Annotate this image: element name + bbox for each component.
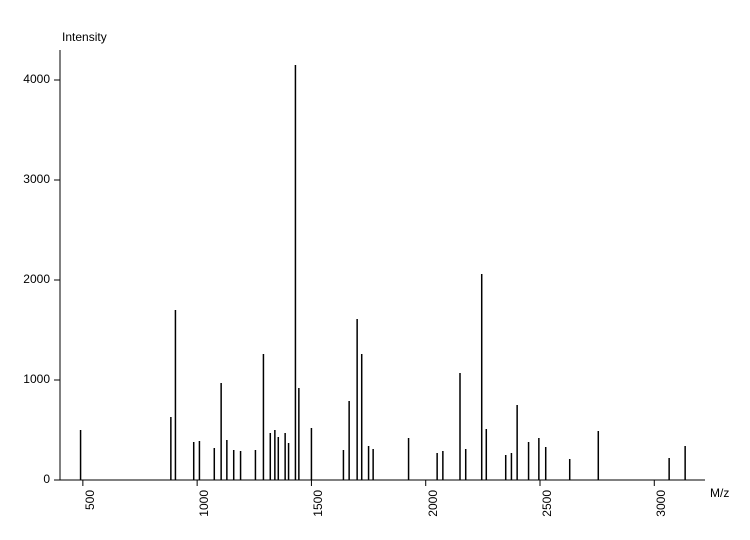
x-tick-label: 2000 [426,490,440,530]
y-tick-label: 2000 [10,272,50,286]
y-tick-label: 1000 [10,372,50,386]
y-tick-label: 3000 [10,172,50,186]
x-axis-label: M/z [710,486,729,500]
y-axis-label: Intensity [62,30,107,44]
x-tick-label: 500 [83,490,97,530]
y-tick-label: 4000 [10,72,50,86]
y-tick-label: 0 [10,472,50,486]
x-tick-label: 1000 [197,490,211,530]
x-tick-label: 2500 [540,490,554,530]
x-tick-label: 1500 [311,490,325,530]
mass-spectrum-chart: Intensity M/z 0 1000 2000 3000 4000 500 1000 1… [0,0,750,540]
chart-canvas [0,0,750,540]
x-tick-label: 3000 [654,490,668,530]
